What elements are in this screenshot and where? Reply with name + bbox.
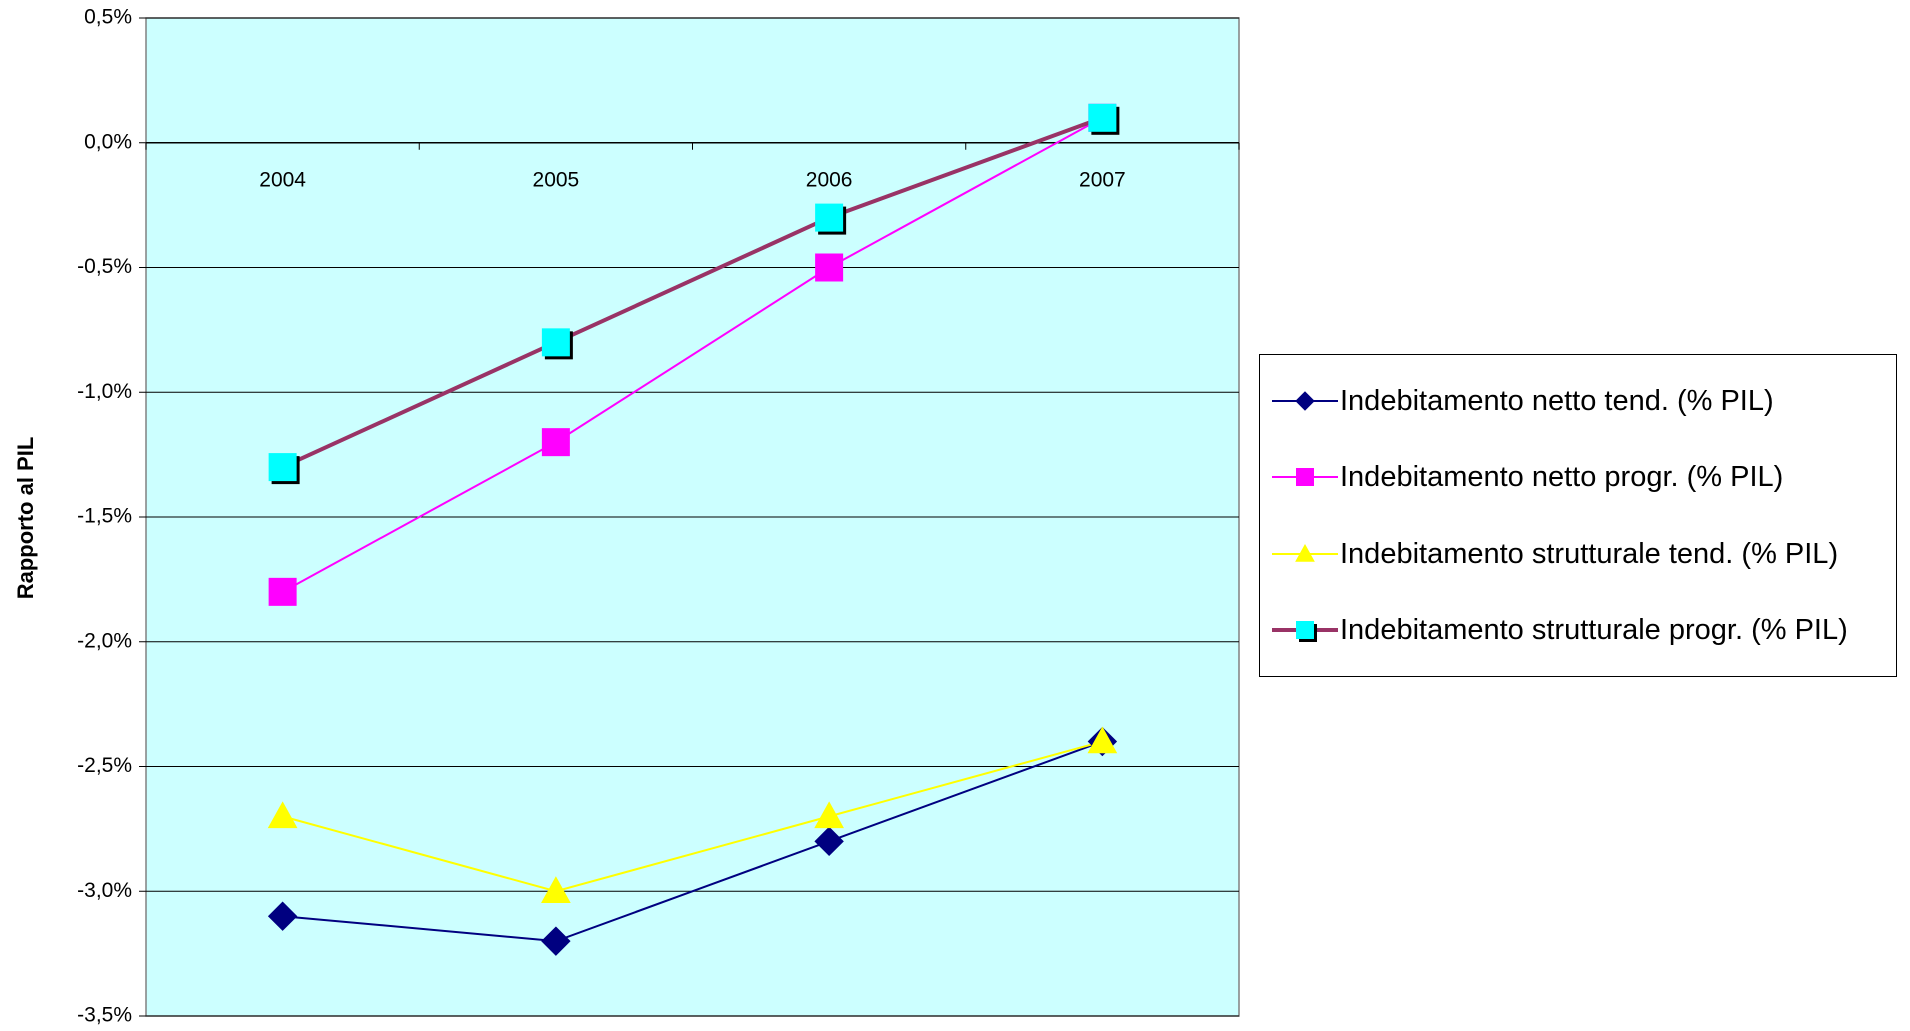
legend-swatch [1272,620,1338,642]
y-axis-title: Rapporto al PIL [13,437,38,600]
x-tick-label: 2007 [1079,168,1126,191]
series-line [282,740,1103,893]
y-tick-label: 0,0% [84,130,132,153]
legend-label: Indebitamento netto tend. (% PIL) [1340,385,1774,418]
y-tick-label: 0,5% [84,6,132,29]
series-line [281,115,1104,469]
series-line [282,116,1103,593]
y-tick-label: -3,5% [77,1004,132,1027]
x-tick-label: 2005 [533,168,580,191]
y-tick-label: -0,5% [77,255,132,278]
legend-label: Indebitamento netto progr. (% PIL) [1340,461,1784,494]
marker [268,577,297,606]
marker [815,203,844,232]
marker [815,253,844,282]
x-tick-label: 2006 [806,168,853,191]
marker [267,901,298,931]
marker [541,328,570,357]
marker [267,801,298,829]
y-tick-label: -3,0% [77,879,132,902]
y-tick-label: -2,5% [77,754,132,777]
legend-entry: Indebitamento strutturale tend. (% PIL) [1270,538,1886,570]
marker [1295,543,1315,562]
series-line [282,740,1103,943]
x-tick-label: 2004 [259,168,306,191]
marker [541,428,570,457]
y-tick-label: -2,0% [77,629,132,652]
marker [268,453,297,482]
legend-entry: Indebitamento strutturale progr. (% PIL) [1270,614,1886,646]
marker [541,926,571,956]
legend-swatch [1272,391,1338,411]
legend: Indebitamento netto tend. (% PIL) Indebit… [1259,354,1897,677]
legend-swatch [1272,468,1338,487]
marker [1088,103,1117,132]
y-tick-label: -1,5% [77,505,132,528]
marker [814,826,844,857]
marker [541,876,571,903]
marker [1087,726,1118,754]
legend-entry: Indebitamento netto progr. (% PIL) [1270,461,1886,493]
marker [1296,620,1314,639]
legend-label: Indebitamento strutturale progr. (% PIL) [1340,613,1848,646]
legend-entry: Indebitamento netto tend. (% PIL) [1270,385,1886,417]
y-tick-label: -1,0% [77,380,132,403]
legend-label: Indebitamento strutturale tend. (% PIL) [1340,537,1839,570]
legend-swatch [1272,543,1338,562]
marker [1296,468,1314,487]
marker [814,801,844,829]
marker [1295,391,1315,411]
